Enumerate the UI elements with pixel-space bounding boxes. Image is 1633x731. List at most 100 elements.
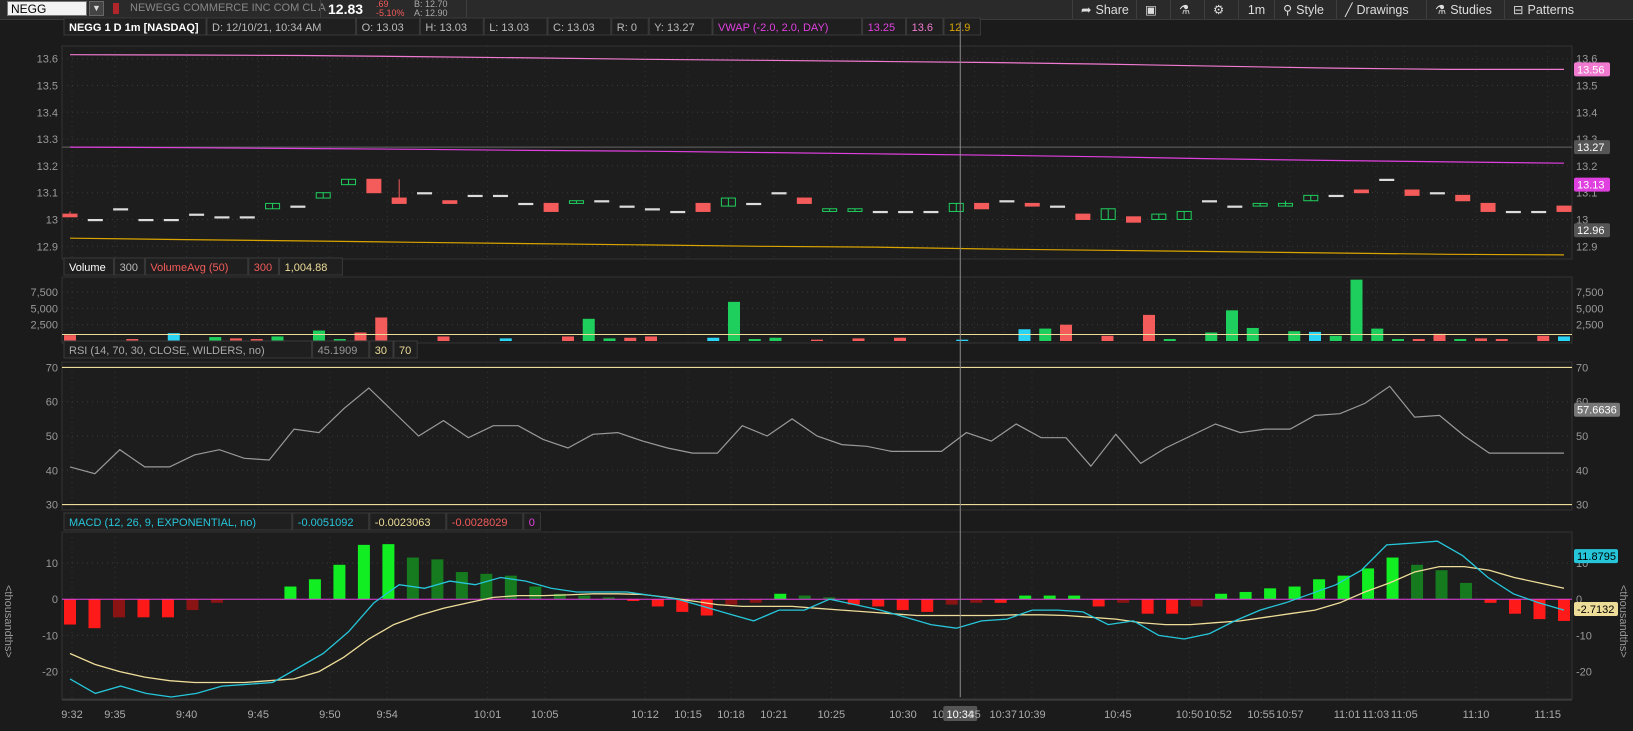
candle-body — [1176, 210, 1192, 220]
studies-button[interactable]: ⚗ Studies — [1426, 0, 1504, 19]
rsi-ytick-left: 70 — [46, 362, 58, 374]
price-ytick-left: 13.3 — [37, 134, 58, 146]
volume-bar — [1288, 331, 1301, 341]
macd-tag-label: -2.7132 — [1577, 604, 1614, 616]
net-change: .69 — [376, 0, 389, 9]
volume-ytick-left: 2,500 — [30, 320, 58, 332]
volume-bar — [333, 339, 346, 341]
price-ytick-right: 13.4 — [1576, 107, 1597, 119]
candle-body — [543, 202, 559, 212]
rsi-header-value: 45.1909 — [318, 345, 358, 357]
price-header-cell — [63, 17, 207, 36]
x-tick-label: 9:50 — [319, 709, 340, 721]
candle-body — [568, 200, 584, 204]
volume-bar — [1412, 339, 1425, 341]
macd-hist-bar — [847, 599, 860, 605]
studies-label: Studies — [1450, 2, 1492, 17]
candle-body — [1252, 202, 1268, 207]
share-button[interactable]: ➦ Share — [1072, 0, 1136, 19]
rsi-header-cell — [369, 340, 394, 359]
drawings-button[interactable]: ╱ Drawings — [1336, 0, 1426, 19]
x-tick-label: 9:32 — [61, 709, 82, 721]
volume-ytick-right: 2,500 — [1576, 320, 1604, 332]
macd-hist-bar — [970, 599, 983, 603]
macd-hist-bar — [1166, 599, 1179, 614]
gear-icon: ⚙ — [1213, 3, 1225, 17]
timeframe-button[interactable]: 1m — [1238, 0, 1274, 19]
candle-body — [1328, 194, 1344, 198]
price-header-cell — [419, 17, 484, 36]
macd-hist-bar — [161, 599, 174, 618]
symbol-dropdown[interactable]: ▼ — [89, 1, 104, 16]
price-tag — [1574, 140, 1610, 155]
settings-button[interactable]: ⚙ — [1204, 0, 1238, 19]
macd-hist-bar — [186, 599, 199, 611]
volume-bar — [624, 337, 637, 341]
macd-hist-bar — [1141, 599, 1154, 614]
volume-bar — [1495, 339, 1508, 341]
candle-body — [619, 205, 635, 208]
volume-bar — [769, 337, 782, 341]
flask-button[interactable]: ⚗ — [1170, 0, 1204, 19]
price-ytick-left: 12.9 — [37, 241, 58, 253]
price-header-cell — [906, 17, 944, 36]
x-tick-label: 9:54 — [376, 709, 397, 721]
candle-body — [1201, 200, 1217, 203]
macd-header-label: MACD (12, 26, 9, EXPONENTIAL, no) — [69, 517, 256, 529]
x-tick-label: 10:55 — [1247, 709, 1275, 721]
candle-body — [492, 194, 508, 198]
volume-bar — [1018, 329, 1031, 341]
rsi-ytick-right: 30 — [1576, 500, 1588, 512]
symbol-input[interactable] — [7, 1, 87, 16]
price-header-cell — [356, 17, 420, 36]
candle-body — [265, 202, 281, 210]
macd-hist-bar — [749, 599, 762, 603]
candle-body — [771, 192, 787, 195]
macd-header-cell — [446, 512, 524, 531]
macd-hist-bar — [64, 599, 76, 625]
candle-body — [366, 178, 382, 194]
macd-signal-line — [69, 565, 1565, 684]
macd-hist-bar — [774, 593, 787, 600]
volume-header-cell — [279, 257, 343, 276]
macd-hist-bar — [994, 599, 1007, 603]
volume-bar — [562, 336, 574, 341]
candle-body — [1429, 192, 1445, 195]
price-tag — [1574, 62, 1610, 77]
macd-header-zero: 0 — [529, 517, 535, 529]
candle-body — [1050, 205, 1066, 208]
candle-body — [1353, 189, 1369, 194]
candle-body — [138, 218, 154, 222]
snapshot-button[interactable]: ▣ — [1136, 0, 1170, 19]
candle-body — [214, 216, 230, 219]
patterns-button[interactable]: ⊟ Patterns — [1504, 0, 1584, 19]
candle-body — [594, 200, 610, 203]
macd-hist-bar — [1337, 575, 1350, 600]
x-tick-label: 9:40 — [176, 709, 197, 721]
candle-body — [1024, 202, 1040, 207]
price-header-open: O: 13.03 — [362, 22, 404, 34]
price-header-vwap-label: VWAP (-2.0, 2.0, DAY) — [718, 22, 828, 34]
style-button[interactable]: ⚲ Style — [1274, 0, 1336, 19]
volume-ytick-right: 5,000 — [1576, 303, 1604, 315]
volume-bar — [1433, 333, 1446, 341]
macd-hist-bar — [455, 572, 468, 600]
candle-body — [315, 192, 331, 199]
macd-hist-bar — [896, 599, 909, 611]
macd-hist-bar — [798, 595, 811, 600]
volume-bar — [1475, 338, 1487, 341]
candle-body — [1227, 205, 1243, 208]
x-tick-label: 10:15 — [674, 709, 702, 721]
macd-hist-bar — [1190, 599, 1203, 607]
x-tick-label: 10:01 — [474, 709, 502, 721]
crosshair-time-box — [943, 706, 978, 721]
macd-hist-bar — [823, 597, 836, 600]
volume-bar — [1226, 310, 1238, 341]
price-ytick-left: 13.2 — [37, 161, 58, 173]
candle-body — [1379, 178, 1395, 181]
candle-body — [391, 197, 407, 204]
vol-pane-frame — [61, 276, 1573, 344]
company-name: NEWEGG COMMERCE INC COM CL A — [130, 2, 326, 14]
macd-ytick-left: 10 — [46, 558, 58, 570]
